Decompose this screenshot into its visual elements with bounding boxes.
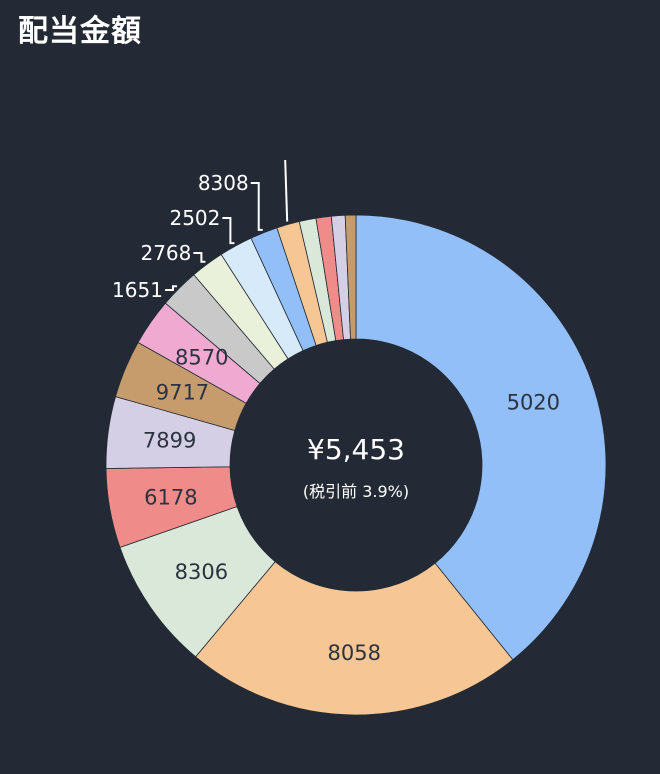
- page-title: 配当金額: [18, 14, 142, 49]
- slice-8058[interactable]: [195, 561, 514, 716]
- leader-line-2502: [222, 217, 235, 245]
- leader-line-2768: [193, 252, 206, 263]
- slice-5020[interactable]: [355, 214, 607, 661]
- data-label-1651: 1651: [112, 278, 163, 302]
- data-label-2768: 2768: [140, 241, 191, 265]
- data-label-9717: 9717: [156, 381, 209, 405]
- leader-line-8308: [250, 182, 263, 231]
- leader-line-1651: [164, 285, 177, 291]
- data-label-6178: 6178: [144, 486, 197, 510]
- data-label-8570: 8570: [175, 346, 228, 370]
- data-label-2502: 2502: [169, 206, 220, 230]
- data-label-5020: 5020: [507, 390, 560, 414]
- slice-unlabeled-15[interactable]: [344, 214, 357, 340]
- data-label-8058: 8058: [328, 641, 381, 665]
- data-label-8306: 8306: [175, 560, 228, 584]
- total-amount: ¥5,453: [307, 433, 405, 466]
- data-label-8308: 8308: [198, 171, 249, 195]
- leader-line-unlabeled: [284, 159, 289, 222]
- data-label-7899: 7899: [143, 428, 196, 452]
- total-subtitle: (税引前 3.9%): [302, 482, 410, 501]
